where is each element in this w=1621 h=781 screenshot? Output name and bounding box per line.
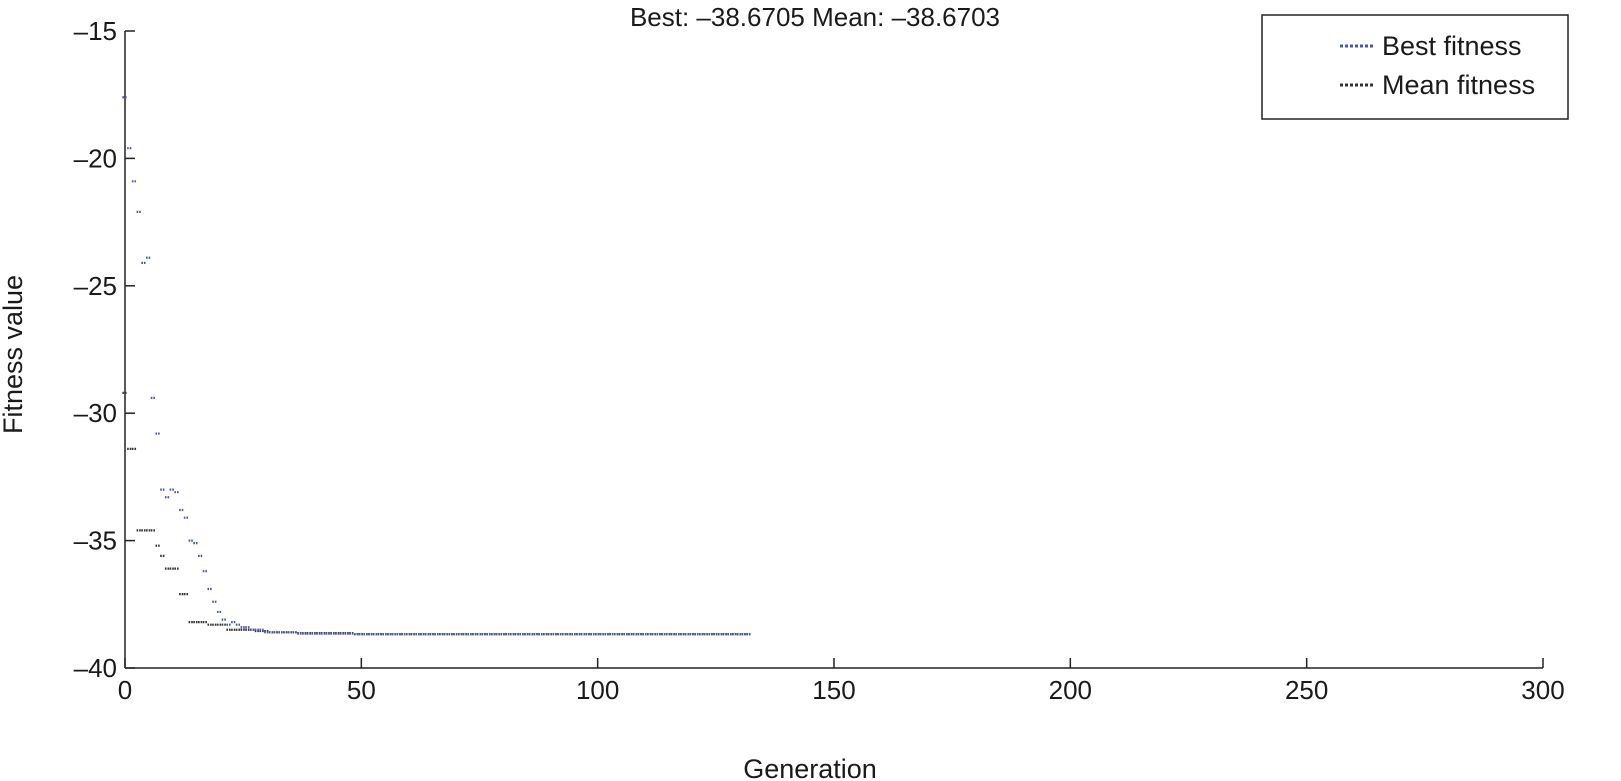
x-tick-label: 150 <box>812 675 855 705</box>
x-tick-label: 100 <box>576 675 619 705</box>
y-tick-label: –15 <box>74 16 117 46</box>
legend: Best fitness Mean fitness <box>1261 14 1569 120</box>
y-axis-title: Fitness value <box>0 275 28 434</box>
y-tick-label: –40 <box>74 653 117 683</box>
y-tick-label: –20 <box>74 143 117 173</box>
legend-label-mean-fitness: Mean fitness <box>1382 70 1535 100</box>
y-tick-label: –30 <box>74 398 117 428</box>
y-tick-label: –25 <box>74 271 117 301</box>
x-axis-title: Generation <box>743 754 877 781</box>
x-tick-label: 200 <box>1049 675 1092 705</box>
x-tick-label: 0 <box>118 675 132 705</box>
legend-label-best-fitness: Best fitness <box>1382 31 1522 61</box>
axes: 0 50 100 150 200 250 300 –15 –20 –25 –30 –35 –40 <box>74 16 1565 705</box>
x-tick-label: 300 <box>1521 675 1564 705</box>
data-points <box>122 96 752 636</box>
y-tick-label: –35 <box>74 526 117 556</box>
chart-title: Best: –38.6705 Mean: –38.6703 <box>630 2 1000 32</box>
x-tick-label: 50 <box>347 675 376 705</box>
x-tick-label: 250 <box>1285 675 1328 705</box>
legend-box <box>1261 14 1569 120</box>
